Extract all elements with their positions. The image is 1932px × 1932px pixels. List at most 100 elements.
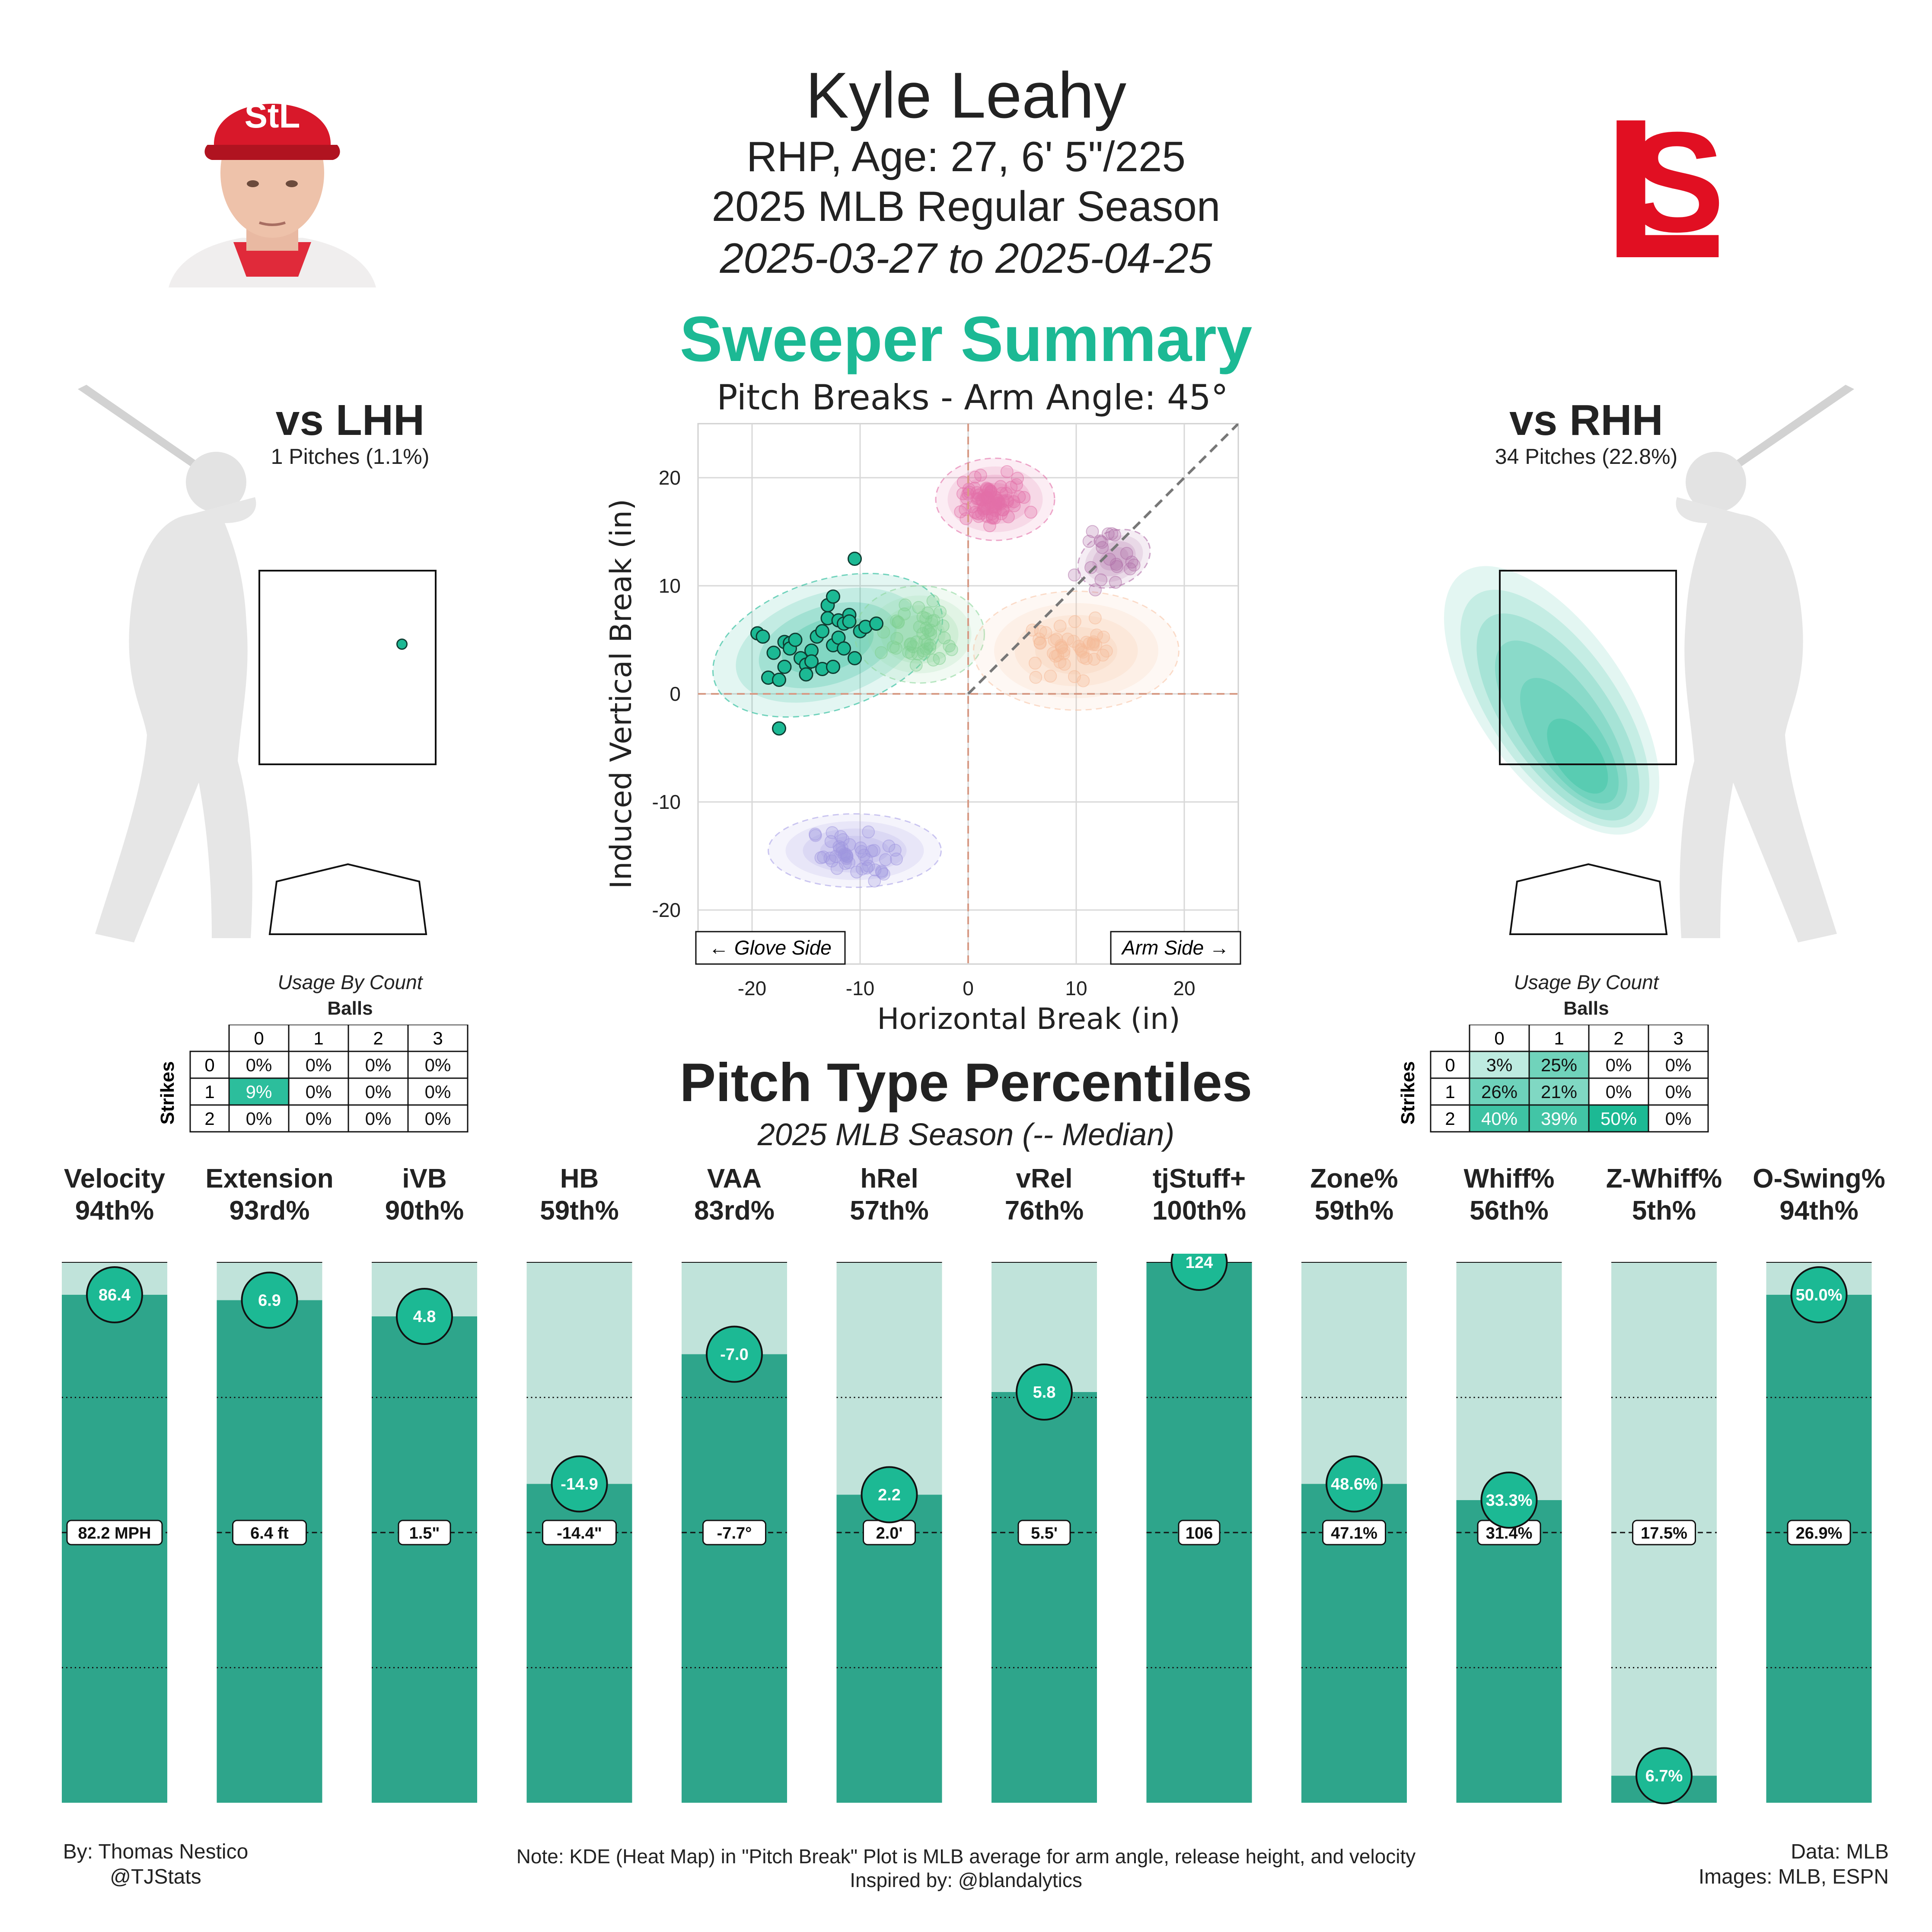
sweeper-pitch-point (848, 651, 862, 665)
player-value: 86.4 (99, 1286, 131, 1304)
kde-contour (1014, 615, 1138, 687)
background-pitch-point (1096, 541, 1109, 554)
median-value-box (1017, 1520, 1071, 1546)
arm-side-label: Arm Side → (1121, 936, 1229, 959)
background-pitch-point (1110, 560, 1124, 573)
background-pitch-point (809, 827, 822, 841)
usage-col-header-label: 3 (433, 1028, 443, 1048)
usage-col-header-label: 3 (1673, 1028, 1683, 1048)
median-value: 5.5' (1031, 1524, 1058, 1542)
background-pitch-point (1024, 505, 1037, 519)
percentile-bar-fill (62, 1295, 167, 1803)
background-pitch-point (1000, 465, 1014, 478)
metric-percentile: 93rd% (229, 1196, 310, 1226)
player-value: 48.6% (1331, 1475, 1377, 1494)
usage-cell-value: 40% (1481, 1108, 1518, 1129)
kde-contour (768, 814, 941, 888)
background-pitch-point (1101, 527, 1115, 540)
median-value-box (1322, 1520, 1386, 1546)
rhh-strikes-label: Strikes (1400, 1061, 1419, 1125)
background-pitch-point (971, 507, 985, 521)
usage-cell (228, 1077, 290, 1106)
background-pitch-point (1068, 568, 1081, 582)
y-tick-label: -20 (652, 899, 681, 921)
background-pitch-point (1074, 642, 1088, 656)
rhh-balls-label: Balls (1563, 998, 1609, 1019)
rhh-strike-zone (1499, 570, 1677, 765)
y-tick-label: 10 (659, 575, 681, 597)
background-pitch-point (862, 859, 875, 873)
median-value-box (232, 1520, 307, 1546)
footer-images-source: Images: MLB, ESPN (1698, 1865, 1889, 1888)
usage-cell-value: 39% (1541, 1108, 1577, 1129)
svg-text:L: L (1604, 78, 1725, 279)
usage-cell (407, 1051, 469, 1079)
y-tick-label: 0 (670, 683, 681, 705)
metric-name: Zone% (1310, 1164, 1398, 1194)
season-label: 2025 MLB Regular Season (711, 182, 1221, 230)
background-pitch-point (1028, 656, 1042, 670)
usage-col-header (288, 1025, 349, 1052)
y-tick-label: -10 (652, 791, 681, 813)
x-tick-label: 0 (963, 977, 974, 1000)
background-pitch-point (1057, 647, 1070, 661)
percentiles-title: Pitch Type Percentiles (679, 1053, 1253, 1113)
background-pitch-point (943, 639, 956, 653)
usage-row-header (1430, 1051, 1470, 1079)
background-pitch-point (1053, 620, 1067, 633)
x-tick-label: 10 (1065, 977, 1087, 1000)
x-tick-label: -10 (846, 977, 874, 1000)
x-tick-label: -20 (738, 977, 766, 1000)
usage-cell-value: 9% (246, 1082, 272, 1102)
background-pitch-point (874, 646, 888, 659)
svg-text:S: S (1629, 102, 1725, 262)
background-pitch-point (1105, 527, 1119, 540)
usage-row-header-label: 2 (1445, 1108, 1455, 1129)
metric-name: Whiff% (1463, 1164, 1555, 1194)
background-pitch-point (882, 839, 896, 853)
date-range: 2025-03-27 to 2025-04-25 (720, 234, 1212, 282)
median-value: -14.4" (557, 1524, 602, 1542)
usage-col-header (348, 1025, 409, 1052)
background-pitch-point (945, 643, 958, 656)
usage-col-header-label: 0 (254, 1028, 264, 1048)
pitch-break-title: Pitch Breaks - Arm Angle: 45° (717, 377, 1228, 418)
player-value-marker (396, 1288, 453, 1345)
home-plate-icon (268, 863, 427, 935)
lhh-usage-caption: Usage By Count (277, 971, 423, 993)
usage-cell-value: 50% (1600, 1108, 1637, 1129)
metric-percentile: 57th% (850, 1196, 929, 1226)
metric-name: tjStuff+ (1152, 1164, 1246, 1194)
usage-col-header-label: 0 (1494, 1028, 1504, 1048)
metric-name: Extension (205, 1164, 334, 1194)
player-value: 6.7% (1645, 1767, 1683, 1785)
median-value-box (398, 1520, 451, 1546)
background-pitch-point (1123, 562, 1137, 575)
usage-col-header (407, 1025, 469, 1052)
player-value: -14.9 (561, 1475, 598, 1494)
kde-outline (973, 591, 1180, 711)
lhh-strikes-label: Strikes (160, 1061, 178, 1125)
sweeper-pitch-point (756, 629, 770, 644)
home-plate-icon (1509, 863, 1668, 935)
kde-outline (1077, 529, 1151, 589)
player-value-marker (1636, 1747, 1693, 1804)
background-pitch-point (992, 496, 1005, 510)
usage-cell-value: 0% (365, 1082, 392, 1102)
background-pitch-point (1086, 525, 1099, 538)
player-bio: RHP, Age: 27, 6' 5"/225 (746, 133, 1186, 180)
lhh-balls-label: Balls (327, 998, 373, 1019)
median-value: 26.9% (1796, 1524, 1843, 1542)
usage-row-header (189, 1051, 230, 1079)
pitch-summary-title: Sweeper Summary (679, 303, 1253, 375)
background-pitch-point (933, 652, 946, 665)
lhh-strike-zone (258, 570, 437, 765)
metric-percentile: 59th% (1314, 1196, 1394, 1226)
kde-region (768, 813, 942, 888)
metric-percentile: 94th% (1779, 1196, 1859, 1226)
usage-col-header-label: 1 (313, 1028, 323, 1048)
player-value: -7.0 (720, 1346, 748, 1364)
percentiles-subtitle: 2025 MLB Season (-- Median) (757, 1118, 1175, 1152)
percentile-bar-fill (682, 1354, 787, 1803)
background-pitch-point (1029, 671, 1043, 684)
